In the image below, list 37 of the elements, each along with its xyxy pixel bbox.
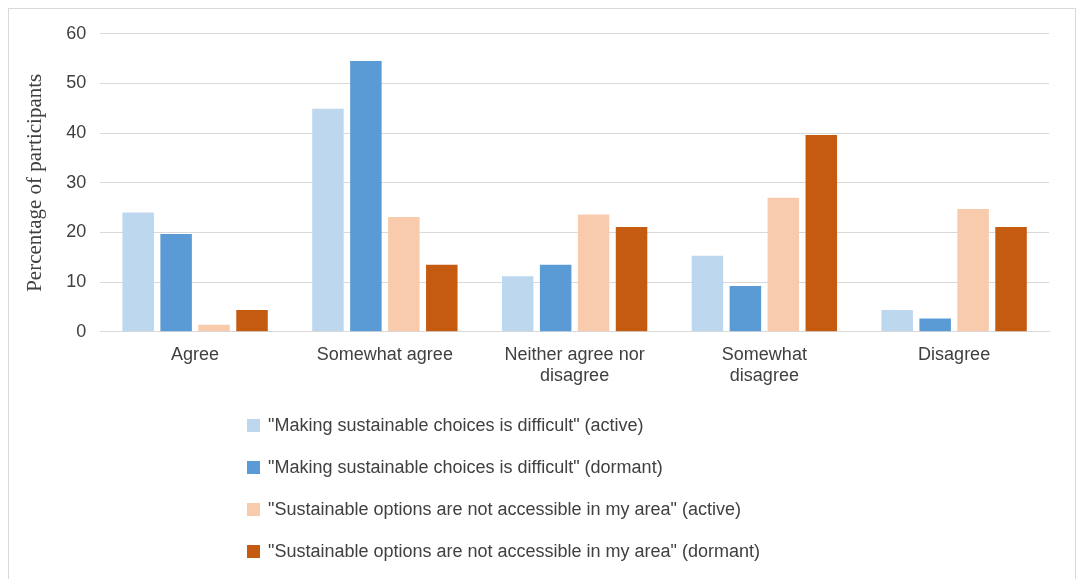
legend-label: "Making sustainable choices is difficult" (dormant): [268, 456, 663, 478]
bar: [236, 309, 268, 332]
bar: [919, 318, 951, 332]
bar: [577, 214, 610, 332]
y-tick-label: 50: [66, 72, 87, 93]
bar: [198, 324, 230, 332]
y-tick-label: 0: [76, 320, 87, 341]
legend-label: "Sustainable options are not accessible in my area" (dormant): [268, 540, 761, 562]
bar: [350, 61, 382, 332]
y-tick-label: 30: [66, 171, 87, 192]
bar: [767, 197, 800, 332]
x-tick-label: Disagree: [918, 343, 991, 364]
bar: [615, 227, 648, 332]
x-tick-label: Neither agree nor disagree: [504, 343, 645, 386]
bar: [957, 209, 989, 332]
legend-label: "Sustainable options are not accessible in my area" (active): [268, 498, 742, 520]
y-tick-label: 60: [66, 22, 87, 43]
bar: [881, 309, 913, 332]
x-tick-label: Somewhat agree: [316, 343, 453, 364]
y-tick-label: 10: [66, 271, 87, 292]
x-tick-label: Agree: [171, 343, 220, 364]
x-tick-label: Somewhat disagree: [721, 343, 807, 386]
bar: [122, 212, 154, 332]
y-tick-label: 20: [66, 221, 87, 242]
bar: [691, 255, 724, 332]
bar: [729, 286, 762, 332]
y-axis-title: Percentage of participants: [22, 73, 47, 292]
bar: [388, 217, 420, 332]
bar: [805, 135, 838, 332]
y-tick-label: 40: [66, 122, 87, 143]
bar: [501, 276, 534, 332]
bar: [312, 108, 344, 332]
legend-label: "Making sustainable choices is difficult" (active): [268, 414, 644, 436]
bar: [995, 227, 1027, 332]
bar: [160, 233, 192, 332]
bar: [426, 264, 458, 332]
bar: [539, 264, 572, 332]
